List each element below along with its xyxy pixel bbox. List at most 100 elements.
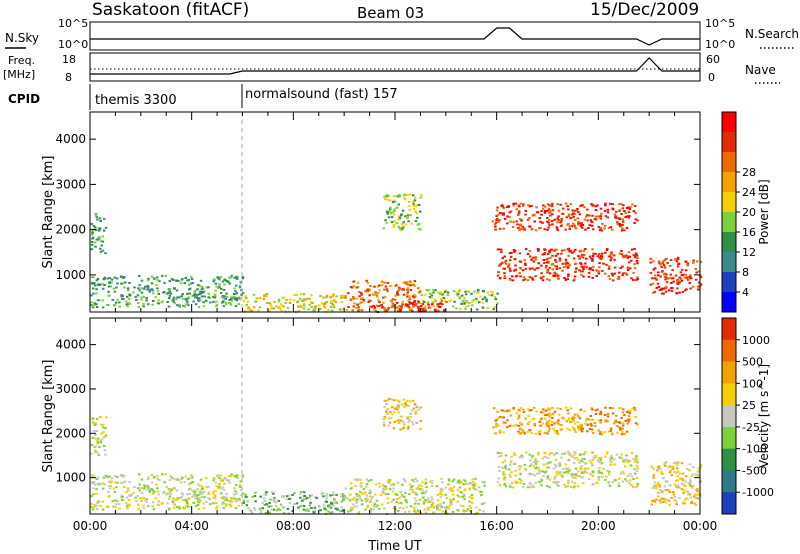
power-data-cell — [423, 300, 426, 303]
power-data-cell — [580, 265, 584, 268]
velocity-data-cell — [675, 464, 679, 467]
power-data-cell — [455, 291, 459, 294]
power-data-cell — [669, 265, 672, 267]
power-data-cell — [411, 302, 414, 305]
power-data-cell — [677, 279, 680, 282]
power-data-cell — [207, 286, 210, 289]
power-data-cell — [417, 307, 420, 310]
velocity-data-cell — [658, 484, 661, 487]
velocity-data-cell — [313, 506, 317, 509]
power-data-cell — [413, 303, 417, 306]
power-data-cell — [270, 304, 273, 307]
power-data-cell — [172, 296, 176, 299]
power-data-cell — [218, 286, 221, 289]
velocity-data-cell — [560, 423, 563, 426]
velocity-data-cell — [618, 407, 621, 410]
velocity-data-cell — [691, 484, 695, 487]
power-data-cell — [696, 288, 700, 291]
velocity-data-cell — [561, 416, 565, 419]
power-data-cell — [542, 259, 546, 261]
power-data-cell — [566, 266, 570, 269]
velocity-data-cell — [326, 504, 330, 507]
velocity-data-cell — [348, 499, 352, 502]
power-data-cell — [128, 282, 131, 284]
velocity-data-cell — [415, 511, 418, 514]
power-data-cell — [409, 214, 412, 217]
velocity-data-cell — [517, 424, 521, 427]
velocity-colorbar-swatch — [722, 339, 736, 363]
power-data-cell — [507, 263, 511, 266]
power-data-cell — [661, 270, 664, 272]
velocity-data-cell — [456, 494, 459, 497]
velocity-data-cell — [575, 472, 578, 475]
velocity-data-cell — [687, 491, 690, 494]
velocity-data-cell — [693, 495, 696, 498]
velocity-data-cell — [548, 412, 551, 415]
velocity-data-cell — [93, 481, 96, 484]
power-data-cell — [610, 253, 613, 256]
velocity-data-cell — [473, 487, 476, 490]
velocity-data-cell — [360, 485, 363, 488]
velocity-data-cell — [680, 462, 684, 465]
velocity-data-cell — [378, 507, 381, 510]
velocity-data-cell — [614, 419, 617, 422]
velocity-data-cell — [150, 474, 154, 476]
power-data-cell — [572, 215, 575, 218]
power-data-cell — [568, 264, 571, 266]
velocity-data-cell — [562, 417, 566, 420]
velocity-data-cell — [538, 433, 541, 436]
velocity-data-cell — [92, 507, 95, 510]
power-data-cell — [501, 261, 504, 264]
power-data-cell — [689, 277, 693, 280]
power-data-cell — [109, 285, 112, 288]
velocity-data-cell — [108, 475, 112, 478]
velocity-data-cell — [186, 502, 189, 504]
velocity-data-cell — [688, 493, 692, 496]
power-data-cell — [586, 214, 589, 217]
power-data-cell — [664, 278, 667, 281]
velocity-data-cell — [188, 492, 192, 495]
velocity-data-cell — [92, 493, 95, 496]
power-data-cell — [373, 306, 376, 309]
velocity-data-cell — [397, 421, 401, 424]
power-data-cell — [413, 284, 417, 287]
power-data-cell — [564, 262, 568, 265]
velocity-data-cell — [451, 493, 455, 496]
velocity-data-cell — [676, 479, 680, 482]
power-data-cell — [352, 280, 355, 283]
power-data-cell — [688, 276, 692, 278]
power-data-cell — [391, 298, 395, 301]
velocity-data-cell — [617, 421, 621, 424]
power-data-cell — [124, 281, 127, 284]
velocity-data-cell — [515, 424, 518, 427]
velocity-data-cell — [433, 511, 436, 514]
velocity-data-cell — [498, 429, 502, 432]
power-data-cell — [605, 249, 609, 252]
velocity-data-cell — [630, 475, 634, 478]
power-data-cell — [507, 266, 510, 269]
velocity-data-cell — [532, 465, 536, 468]
velocity-data-cell — [186, 493, 189, 496]
velocity-data-cell — [450, 489, 453, 492]
velocity-data-cell — [312, 511, 316, 514]
velocity-data-cell — [355, 478, 359, 481]
velocity-data-cell — [368, 495, 372, 498]
velocity-data-cell — [413, 510, 416, 513]
power-data-cell — [633, 263, 636, 266]
power-data-cell — [292, 299, 296, 302]
velocity-data-cell — [507, 468, 511, 471]
power-data-cell — [504, 262, 508, 265]
velocity-data-cell — [475, 488, 478, 491]
power-data-cell — [600, 212, 603, 215]
velocity-data-cell — [472, 485, 476, 487]
freq-series-line — [90, 57, 700, 75]
power-data-cell — [360, 298, 363, 301]
power-data-cell — [168, 280, 171, 283]
velocity-data-cell — [586, 418, 589, 420]
velocity-data-cell — [100, 432, 103, 435]
power-data-cell — [406, 291, 410, 294]
velocity-data-cell — [462, 510, 466, 513]
velocity-data-cell — [188, 487, 192, 490]
power-data-cell — [537, 249, 540, 252]
velocity-data-cell — [451, 490, 455, 493]
